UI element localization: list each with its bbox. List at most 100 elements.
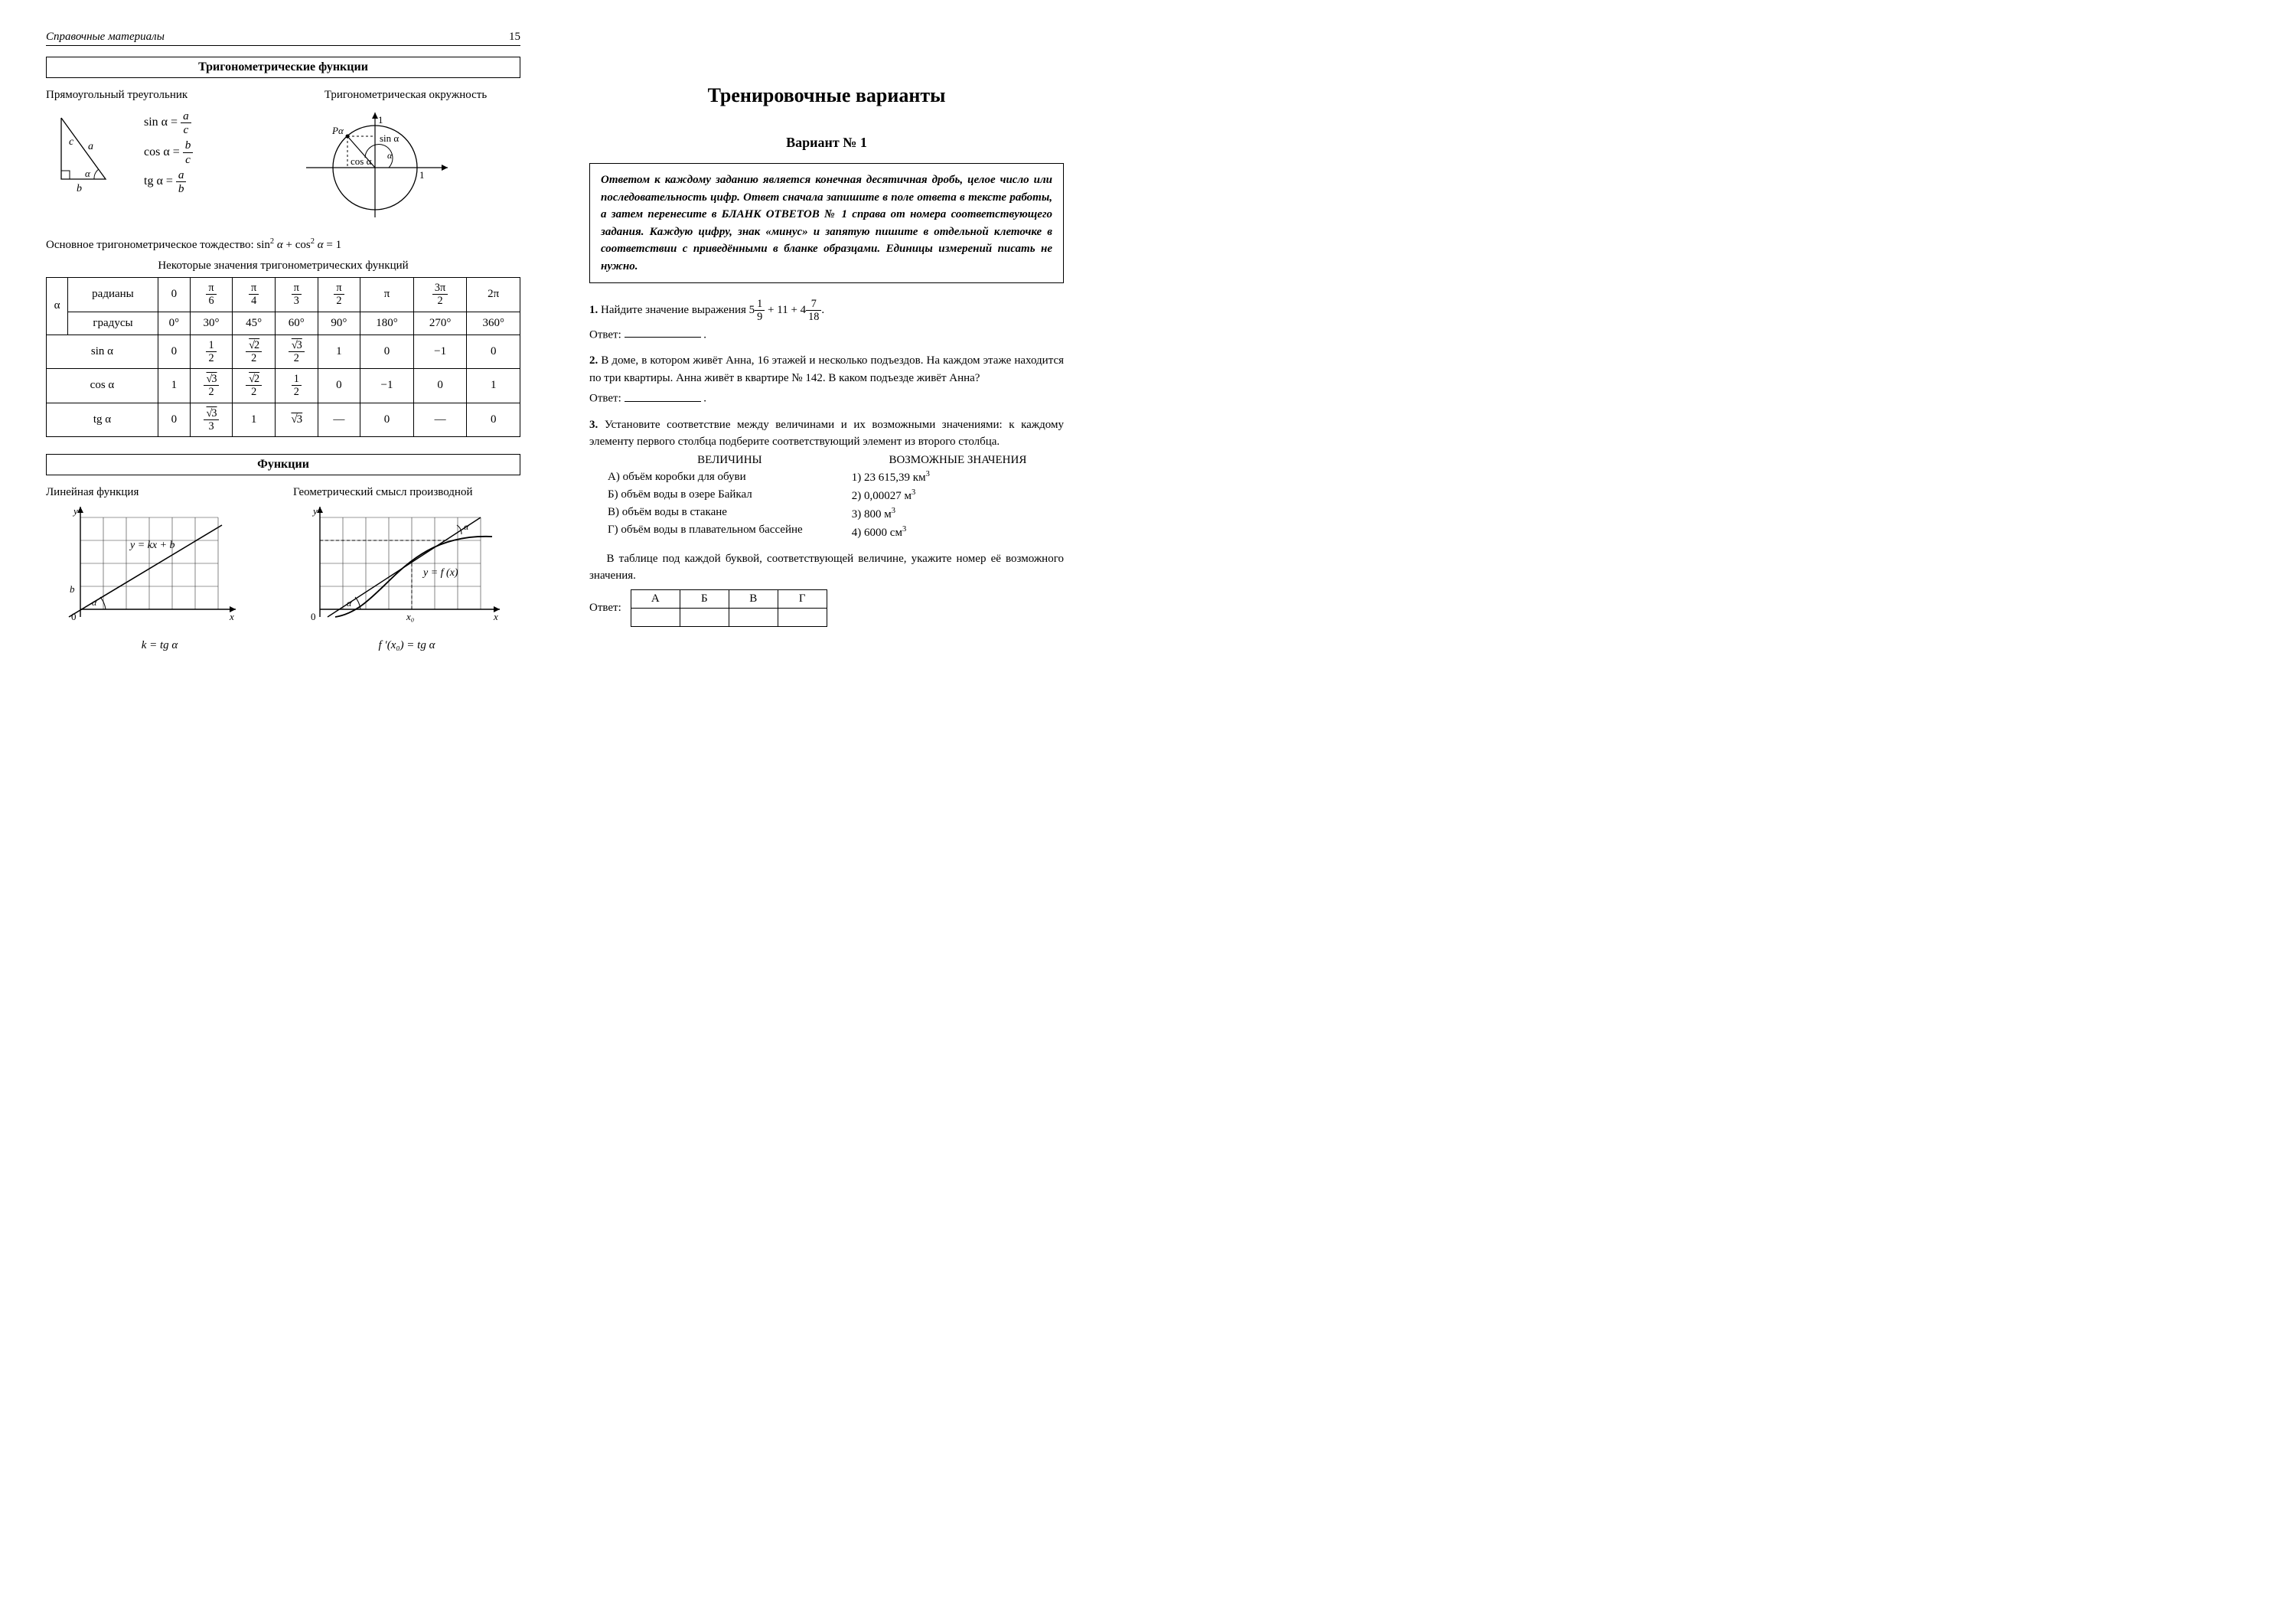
- match-1: 1) 23 615,39 км3: [852, 468, 1064, 487]
- answer-blank[interactable]: [625, 391, 701, 402]
- match-columns: ВЕЛИЧИНЫ А) объём коробки для обуви Б) о…: [589, 454, 1064, 543]
- table-cell: 0: [158, 403, 190, 437]
- main-title: Тренировочные варианты: [589, 84, 1064, 107]
- abvg-cell[interactable]: [631, 608, 680, 626]
- table-cell: 0: [360, 403, 414, 437]
- task-1-expression: 519 + 11 + 4718.: [749, 304, 825, 316]
- table-row-tg: tg α: [47, 403, 158, 437]
- abvg-cell[interactable]: [729, 608, 778, 626]
- deriv-x-label: x: [493, 611, 498, 622]
- task-2-number: 2.: [589, 354, 598, 367]
- match-4: 4) 6000 см3: [852, 524, 1064, 542]
- answer-blank[interactable]: [625, 328, 701, 338]
- table-row-deg: градусы: [68, 312, 158, 335]
- table-cell: 0: [360, 335, 414, 369]
- unit-circle-figure: Pα sin α cos α α 1 1: [291, 106, 459, 221]
- table-cell: 32: [190, 369, 233, 403]
- linear-title: Линейная функция: [46, 486, 273, 499]
- section-title-funcs: Функции: [46, 454, 520, 475]
- table-cell: 22: [233, 335, 276, 369]
- triangle-label-b: b: [77, 183, 82, 194]
- match-head-right: ВОЗМОЖНЫЕ ЗНАЧЕНИЯ: [852, 454, 1064, 467]
- pythagorean-identity: Основное тригонометрическое тождество: s…: [46, 237, 520, 252]
- abvg-header: Г: [778, 589, 827, 608]
- table-cell: 0°: [158, 312, 190, 335]
- trig-formulas: sin α = ac cos α = bc tg α = ab: [144, 108, 193, 196]
- deriv-x0: x₀: [406, 611, 414, 622]
- deriv-eq: y = f (x): [422, 567, 458, 579]
- table-cell: π3: [275, 278, 318, 312]
- left-page: Справочные материалы 15 Тригонометрическ…: [46, 31, 520, 652]
- abvg-header: Б: [680, 589, 729, 608]
- table-cell: 1: [318, 335, 360, 369]
- table-row-cos: cos α: [47, 369, 158, 403]
- task-1-text: Найдите значение выражения: [601, 304, 746, 316]
- abvg-cell[interactable]: [680, 608, 729, 626]
- task-2-answer: Ответ: .: [589, 391, 1064, 406]
- table-cell: −1: [360, 369, 414, 403]
- variant-title: Вариант № 1: [589, 135, 1064, 151]
- deriv-caption: f ′(x₀) = tg α: [293, 639, 520, 652]
- header-section-title: Справочные материалы: [46, 31, 165, 44]
- table-cell: 12: [275, 369, 318, 403]
- triangle-label-alpha: α: [85, 168, 91, 179]
- table-alpha: α: [47, 278, 68, 335]
- table-cell: 0: [158, 278, 190, 312]
- table-cell: 60°: [275, 312, 318, 335]
- answer-label: Ответ:: [589, 393, 621, 405]
- circle-label-1x: 1: [419, 169, 425, 181]
- unit-circle-title: Тригонометрическая окружность: [291, 89, 520, 102]
- deriv-alpha2: α: [464, 521, 469, 532]
- unit-circle-block: Тригонометрическая окружность Pα sin α c…: [291, 89, 520, 225]
- task-1: 1. Найдите значение выражения 519 + 11 +…: [589, 299, 1064, 323]
- circle-label-cos: cos α: [351, 155, 372, 167]
- match-G: Г) объём воды в плавательном бассейне: [608, 521, 852, 539]
- table-cell: 45°: [233, 312, 276, 335]
- identity-prefix: Основное тригонометрическое тождество:: [46, 239, 256, 251]
- linear-alpha: α: [92, 597, 97, 608]
- task-1-number: 1.: [589, 304, 598, 316]
- right-triangle-block: Прямоугольный треугольник c a b α sin α …: [46, 89, 276, 225]
- table-cell: π: [360, 278, 414, 312]
- match-right-col: ВОЗМОЖНЫЕ ЗНАЧЕНИЯ 1) 23 615,39 км3 2) 0…: [852, 454, 1064, 543]
- linear-eq: y = kx + b: [129, 540, 175, 551]
- table-cell: 1: [233, 403, 276, 437]
- task-1-answer: Ответ: .: [589, 328, 1064, 342]
- linear-origin: 0: [71, 611, 77, 622]
- linear-y-label: y: [72, 505, 78, 517]
- trig-defs-row: Прямоугольный треугольник c a b α sin α …: [46, 89, 520, 225]
- deriv-origin: 0: [311, 611, 316, 622]
- table-cell: 0: [467, 403, 520, 437]
- table-cell: 0: [158, 335, 190, 369]
- right-triangle-title: Прямоугольный треугольник: [46, 89, 276, 102]
- cos-label: cos α =: [144, 145, 180, 158]
- trig-values-table: α радианы 0 π6 π4 π3 π2 π 3π2 2π градусы…: [46, 277, 520, 437]
- linear-function-block: Линейная функция y x: [46, 486, 273, 652]
- page-number: 15: [509, 31, 520, 44]
- answer-label: Ответ:: [589, 602, 621, 615]
- table-cell: 90°: [318, 312, 360, 335]
- match-3: 3) 800 м3: [852, 505, 1064, 524]
- table-cell: −1: [413, 335, 467, 369]
- derivative-block: Геометрический смысл производной: [293, 486, 520, 652]
- page-header: Справочные материалы 15: [46, 31, 520, 46]
- match-V: В) объём воды в стакане: [608, 504, 852, 521]
- table-cell: 32: [275, 335, 318, 369]
- circle-label-sin: sin α: [380, 132, 399, 144]
- table-cell: 3: [275, 403, 318, 437]
- right-page: Тренировочные варианты Вариант № 1 Ответ…: [589, 31, 1064, 652]
- abvg-table: А Б В Г: [631, 589, 827, 627]
- abvg-header: В: [729, 589, 778, 608]
- table-cell: 33: [190, 403, 233, 437]
- circle-label-1y: 1: [378, 114, 383, 126]
- identity-math: sin2 α + cos2 α = 1: [256, 239, 341, 251]
- circle-label-P: Pα: [331, 125, 344, 136]
- linear-b-label: b: [70, 583, 75, 595]
- right-triangle-figure: c a b α: [46, 106, 130, 198]
- triangle-label-c: c: [69, 136, 74, 148]
- sin-label: sin α =: [144, 116, 178, 129]
- abvg-cell[interactable]: [778, 608, 827, 626]
- table-cell: 30°: [190, 312, 233, 335]
- abvg-header: А: [631, 589, 680, 608]
- table-cell: 360°: [467, 312, 520, 335]
